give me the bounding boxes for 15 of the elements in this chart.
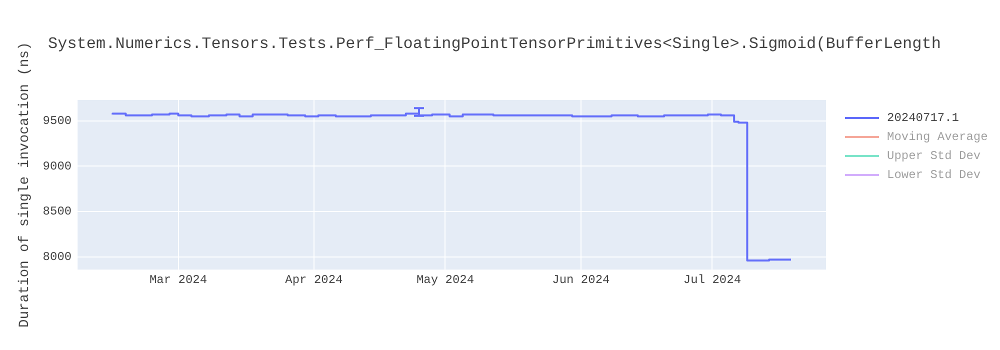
y-tick-label: 9000 [42,159,72,174]
x-tick-label: Apr 2024 [285,272,343,287]
legend-label: 20240717.1 [887,110,960,124]
y-tick-label: 8500 [42,204,72,219]
legend-label: Upper Std Dev [887,148,981,162]
y-tick-label: 8000 [42,250,72,264]
x-tick-label: Jul 2024 [683,272,742,287]
x-tick-label: Mar 2024 [149,272,208,287]
y-axis-title: Duration of single invocation (ns) [17,42,34,328]
legend-label: Lower Std Dev [887,168,981,182]
chart-title: System.Numerics.Tensors.Tests.Perf_FloatingPointTensorPrimitives<Single>.Sigmoid(BufferLength [48,35,941,53]
x-tick-label: Jun 2024 [552,272,610,287]
x-tick-label: May 2024 [416,272,474,287]
legend-label: Moving Average [887,130,988,144]
y-tick-label: 9500 [42,114,72,128]
